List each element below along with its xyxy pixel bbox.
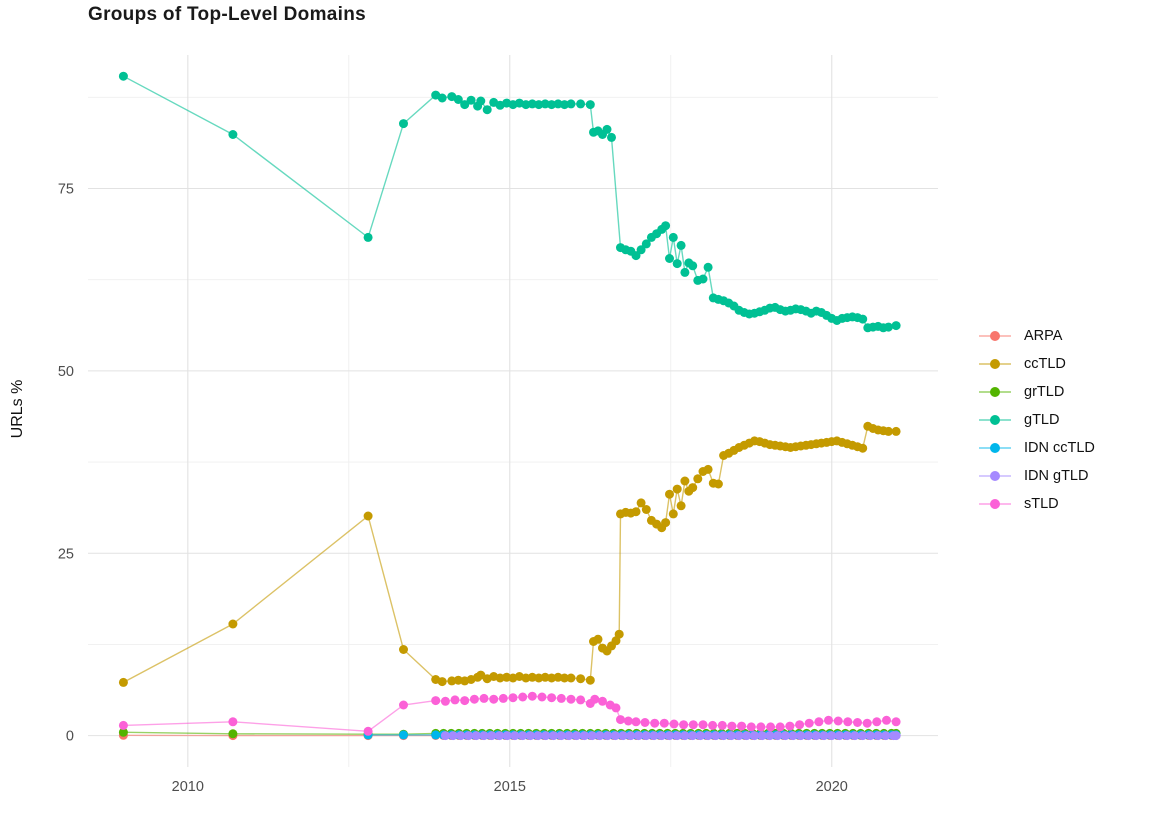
legend-item-arpa: ARPA [978,322,1095,350]
legend-key-idn-gtld-icon [979,471,1011,481]
legend-key-gtld-icon [979,415,1011,425]
legend-key-cctld-icon [979,359,1011,369]
legend-key-stld-icon [979,499,1011,509]
legend: ARPA ccTLD grTLD gTLD IDN ccTLD IDN gTLD sTLD [978,322,1095,518]
series-cctld [118,421,901,687]
svg-text:75: 75 [58,182,74,198]
chart-title: Groups of Top-Level Domains [88,4,366,25]
svg-text:0: 0 [66,729,74,745]
legend-label: gTLD [1024,412,1060,428]
gridlines-minor [88,55,938,767]
legend-label: ARPA [1024,328,1063,344]
legend-item-cctld: ccTLD [978,350,1095,378]
svg-text:2020: 2020 [816,779,848,795]
legend-item-grtld: grTLD [978,378,1095,406]
legend-label: grTLD [1024,384,1065,400]
series-gtld [118,71,901,333]
legend-item-stld: sTLD [978,490,1095,518]
series-stld [118,691,901,736]
x-axis-tick-labels: 2010 2015 2020 [172,779,848,795]
svg-text:2015: 2015 [494,779,526,795]
gridlines-major [88,55,938,767]
svg-text:2010: 2010 [172,779,204,795]
series-idn-gtld [440,731,901,741]
legend-label: IDN ccTLD [1024,440,1095,456]
legend-key-grtld-icon [979,387,1011,397]
legend-item-idn-gtld: IDN gTLD [978,462,1095,490]
svg-text:25: 25 [58,546,74,562]
legend-key-idn-cctld-icon [979,443,1011,453]
legend-label: ccTLD [1024,356,1066,372]
legend-item-gtld: gTLD [978,406,1095,434]
y-axis-tick-labels: 0 25 50 75 [58,182,74,745]
svg-text:50: 50 [58,364,74,380]
legend-label: IDN gTLD [1024,468,1089,484]
legend-item-idn-cctld: IDN ccTLD [978,434,1095,462]
legend-key-arpa-icon [979,331,1011,341]
legend-label: sTLD [1024,496,1059,512]
